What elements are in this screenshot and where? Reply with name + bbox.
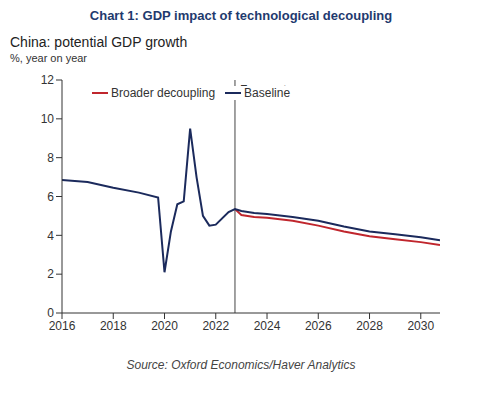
svg-text:4: 4 [47,229,54,243]
svg-text:2: 2 [47,267,54,281]
html-text:%, year on year: %, year on year [10,52,87,64]
svg-text:8: 8 [47,151,54,165]
svg-text:2028: 2028 [356,319,383,333]
svg-text:2024: 2024 [254,319,281,333]
svg-text:2016: 2016 [49,319,76,333]
svg-text:10: 10 [41,112,55,126]
svg-text:2018: 2018 [100,319,127,333]
svg-text:2026: 2026 [305,319,332,333]
svg-text:2020: 2020 [151,319,178,333]
svg-text:6: 6 [47,190,54,204]
html-text:Source: Oxford Economics/Haver: Source: Oxford Economics/Haver Analytics [126,358,356,372]
html-text:Broader decoupling: Broader decoupling [111,86,216,100]
svg-text:12: 12 [41,73,55,87]
svg-text:2030: 2030 [407,319,434,333]
html-text:Baseline: Baseline [244,86,291,100]
html-text:Chart 1: GDP impact of technol: Chart 1: GDP impact of technological dec… [89,8,393,23]
svg-text:0: 0 [47,306,54,320]
svg-text:2022: 2022 [202,319,229,333]
html-text:China: potential GDP growth: China: potential GDP growth [10,34,188,50]
